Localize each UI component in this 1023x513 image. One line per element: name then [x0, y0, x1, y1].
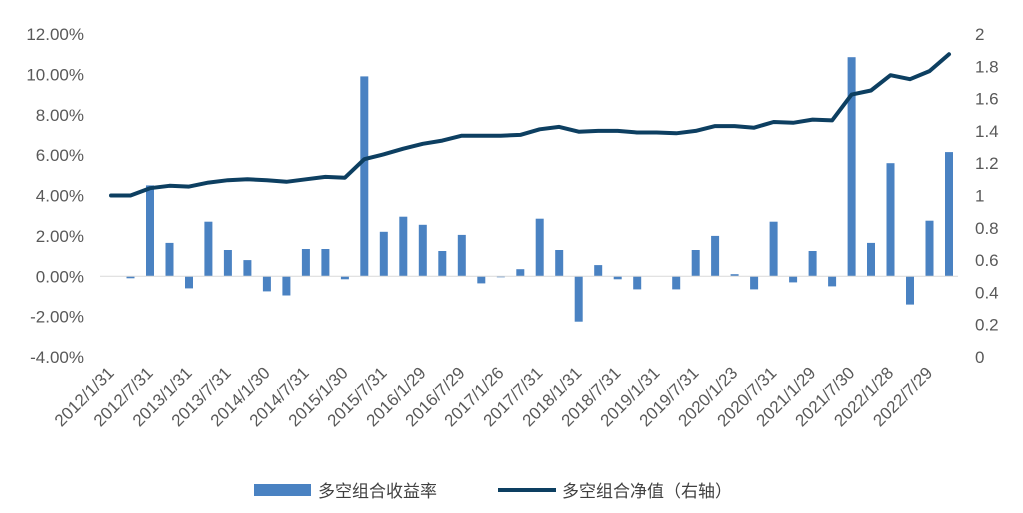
- bar: [906, 276, 914, 305]
- y-tick-label-left: 2.00%: [36, 227, 84, 246]
- bar: [691, 250, 700, 277]
- bar: [574, 276, 583, 322]
- legend-bar-label: 多空组合收益率: [318, 482, 437, 502]
- y-axis-right-ticks: 2 1.8 1.6 1.4 1.2 1 0.8 0.6 0.4 0.2 0: [975, 25, 999, 367]
- bar: [496, 276, 505, 278]
- bar: [516, 269, 525, 277]
- y-tick-label-left: 8.00%: [36, 106, 84, 125]
- bar: [223, 250, 232, 277]
- y-tick-label-left: -2.00%: [30, 308, 84, 327]
- y-tick-label-right: 0.2: [975, 316, 999, 335]
- bar: [945, 152, 953, 277]
- y-tick-label-left: 6.00%: [36, 146, 84, 165]
- y-tick-label-right: 1: [975, 187, 984, 206]
- y-axis-left-ticks: 12.00% 10.00% 8.00% 6.00% 4.00% 2.00% 0.00% -2.…: [26, 25, 84, 367]
- bar: [828, 276, 837, 287]
- bar: [321, 249, 330, 277]
- bar: [808, 251, 817, 277]
- y-tick-label-left: 12.00%: [26, 25, 84, 44]
- bar: [146, 185, 154, 277]
- bar: [360, 76, 369, 277]
- y-tick-label-right: 2: [975, 25, 984, 44]
- y-tick-label-left: 0.00%: [36, 267, 84, 286]
- x-axis-ticks: 2012/1/312012/7/312013/1/312013/7/312014…: [51, 363, 936, 430]
- legend-line-label: 多空组合净值（右轴）: [562, 482, 732, 502]
- y-tick-label-right: 0.6: [975, 251, 999, 270]
- y-tick-label-right: 1.2: [975, 154, 999, 173]
- bar: [457, 234, 466, 277]
- bar: [126, 276, 135, 279]
- bar: [867, 242, 875, 277]
- y-tick-label-right: 0: [975, 348, 984, 367]
- bar: [886, 163, 895, 277]
- bar: [847, 57, 856, 277]
- bar: [418, 224, 427, 277]
- bar: [594, 265, 603, 277]
- bar: [789, 276, 798, 283]
- bar: [555, 250, 564, 277]
- y-tick-label-right: 1.6: [975, 90, 999, 109]
- bar: [243, 260, 252, 277]
- bar: [535, 218, 544, 277]
- y-tick-label-left: -4.00%: [30, 348, 84, 367]
- y-tick-label-right: 0.8: [975, 219, 999, 238]
- bar: [613, 276, 622, 280]
- bar: [750, 276, 759, 290]
- bar: [925, 220, 934, 277]
- y-tick-label-right: 1.8: [975, 57, 999, 76]
- legend: 多空组合收益率 多空组合净值（右轴）: [254, 482, 732, 502]
- y-tick-label-left: 10.00%: [26, 65, 84, 84]
- bar: [204, 221, 213, 277]
- y-tick-label-right: 1.4: [975, 122, 999, 141]
- bar: [185, 276, 193, 289]
- bar: [438, 251, 447, 277]
- bar: [399, 216, 408, 277]
- bar: [165, 242, 174, 277]
- bar: [340, 276, 349, 280]
- y-tick-label-left: 4.00%: [36, 187, 84, 206]
- bar: [633, 276, 642, 290]
- bar: [282, 276, 291, 296]
- bar: [730, 274, 739, 277]
- bar: [672, 276, 681, 290]
- bar-series: [126, 57, 953, 322]
- bar: [769, 221, 778, 277]
- net-value-line: [109, 52, 951, 198]
- bar: [262, 276, 271, 292]
- bar: [477, 276, 486, 284]
- bar: [379, 231, 388, 277]
- bar: [711, 235, 720, 277]
- y-tick-label-right: 0.4: [975, 283, 999, 302]
- legend-bar-swatch: [254, 484, 311, 496]
- bar: [301, 249, 310, 277]
